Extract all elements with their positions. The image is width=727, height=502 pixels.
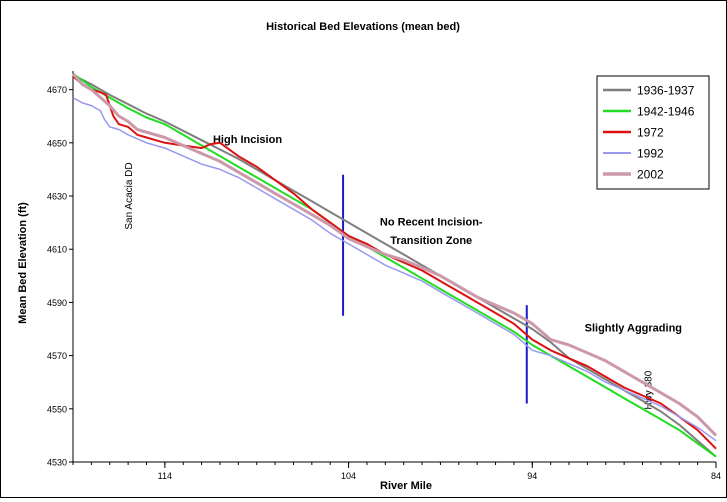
y-tick-label: 4550	[47, 404, 67, 414]
legend-label: 1972	[637, 126, 664, 140]
x-tick-label: 104	[341, 471, 356, 481]
legend: 1936-1937 1942-1946 1972 1992 2002	[597, 76, 709, 189]
y-axis-label: Mean Bed Elevation (ft)	[17, 202, 29, 324]
x-axis-label: River Mile	[380, 480, 432, 492]
y-tick-label: 4570	[47, 351, 67, 361]
annotation-label: Slightly Aggrading	[585, 323, 682, 335]
legend-label: 1942-1946	[637, 105, 695, 119]
annotation-label: High Incision	[213, 134, 282, 146]
y-tick-label: 4610	[47, 245, 67, 255]
chart-title: Historical Bed Elevations (mean bed)	[266, 21, 460, 33]
x-tick-label: 114	[158, 471, 172, 481]
annotation-label: Transition Zone	[390, 235, 472, 247]
legend-label: 2002	[637, 168, 664, 182]
y-tick-label: 4630	[47, 192, 67, 202]
y-tick-label: 4670	[47, 85, 67, 95]
legend-label: 1936-1937	[637, 84, 695, 98]
y-tick-label: 4590	[47, 298, 67, 308]
annotation-label: No Recent Incision-	[380, 216, 483, 228]
legend-label: 1992	[637, 147, 664, 161]
x-tick-label: 84	[711, 471, 721, 481]
y-tick-label: 4530	[47, 458, 67, 468]
y-tick-label: 4650	[47, 138, 67, 148]
x-tick-label: 94	[527, 471, 537, 481]
annotation-label: San Acacia DD	[124, 162, 135, 229]
